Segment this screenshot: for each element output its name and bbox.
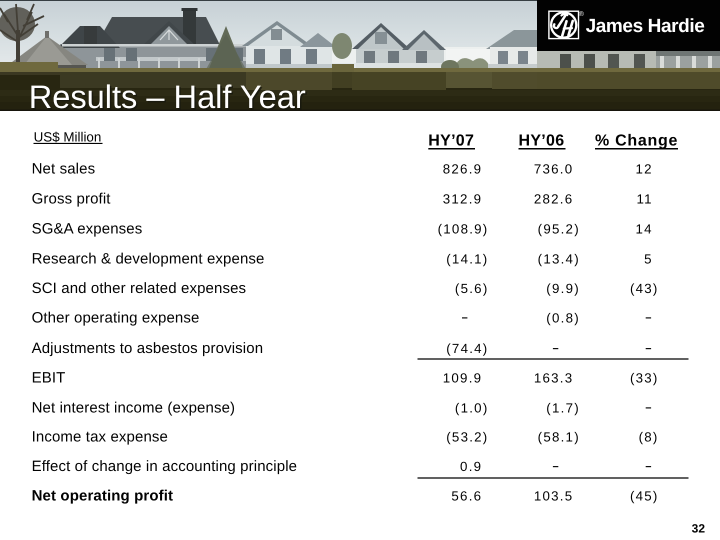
svg-text:James Hardie: James Hardie [586,16,705,37]
svg-text:(45): (45) [630,489,659,504]
svg-text:(5.6): (5.6) [455,281,489,296]
svg-text:SCI and other related expenses: SCI and other related expenses [32,280,247,297]
svg-text:HY’06: HY’06 [519,132,565,149]
svg-text:Effect of change in accounting: Effect of change in accounting principle [32,458,298,475]
svg-text:Net interest income (expense): Net interest income (expense) [32,399,236,416]
svg-text:12: 12 [636,162,653,177]
svg-text:(33): (33) [630,370,659,385]
svg-text:Results – Half Year: Results – Half Year [30,79,307,116]
svg-text:312.9: 312.9 [443,192,483,207]
svg-text:(14.1): (14.1) [446,252,488,267]
svg-text:(13.4): (13.4) [538,252,580,267]
svg-text:(58.1): (58.1) [538,430,580,445]
svg-text:Adjustments to asbestos provis: Adjustments to asbestos provision [32,340,264,357]
svg-text:56.6: 56.6 [451,489,482,504]
svg-text:11: 11 [636,192,652,207]
svg-text:736.0: 736.0 [534,162,574,177]
svg-text:(0.8): (0.8) [546,310,580,325]
svg-text:(108.9): (108.9) [438,222,489,237]
svg-text:®: ® [579,11,584,18]
svg-text:109.9: 109.9 [443,370,483,385]
svg-text:Net sales: Net sales [32,161,96,178]
svg-text:(74.4): (74.4) [446,341,488,356]
svg-text:282.6: 282.6 [534,192,574,207]
svg-text:Research & development expense: Research & development expense [32,251,265,268]
svg-text:EBIT: EBIT [32,369,66,386]
svg-text:103.5: 103.5 [534,489,574,504]
svg-text:Net operating profit: Net operating profit [32,488,174,505]
svg-text:(43): (43) [630,281,659,296]
svg-text:826.9: 826.9 [443,162,483,177]
svg-text:Income tax expense: Income tax expense [32,429,168,446]
svg-text:32: 32 [692,521,706,535]
svg-text:0.9: 0.9 [460,459,482,474]
svg-text:Gross profit: Gross profit [32,191,112,208]
svg-text:(9.9): (9.9) [546,281,580,296]
svg-text:Results – Half Year: Results – Half Year [29,78,306,115]
svg-text:(53.2): (53.2) [446,430,488,445]
svg-text:(1.7): (1.7) [546,400,580,415]
svg-text:SG&A expenses: SG&A expenses [32,221,143,238]
svg-text:(1.0): (1.0) [455,400,489,415]
svg-text:Other operating expense: Other operating expense [32,309,200,326]
svg-text:% Change: % Change [595,132,678,149]
svg-text:HY’07: HY’07 [428,132,474,149]
svg-text:163.3: 163.3 [534,370,574,385]
svg-text:(95.2): (95.2) [538,222,580,237]
svg-text:14: 14 [636,222,653,237]
svg-text:5: 5 [644,252,653,267]
svg-text:US$ Million: US$ Million [34,129,102,144]
svg-text:(8): (8) [639,430,659,445]
